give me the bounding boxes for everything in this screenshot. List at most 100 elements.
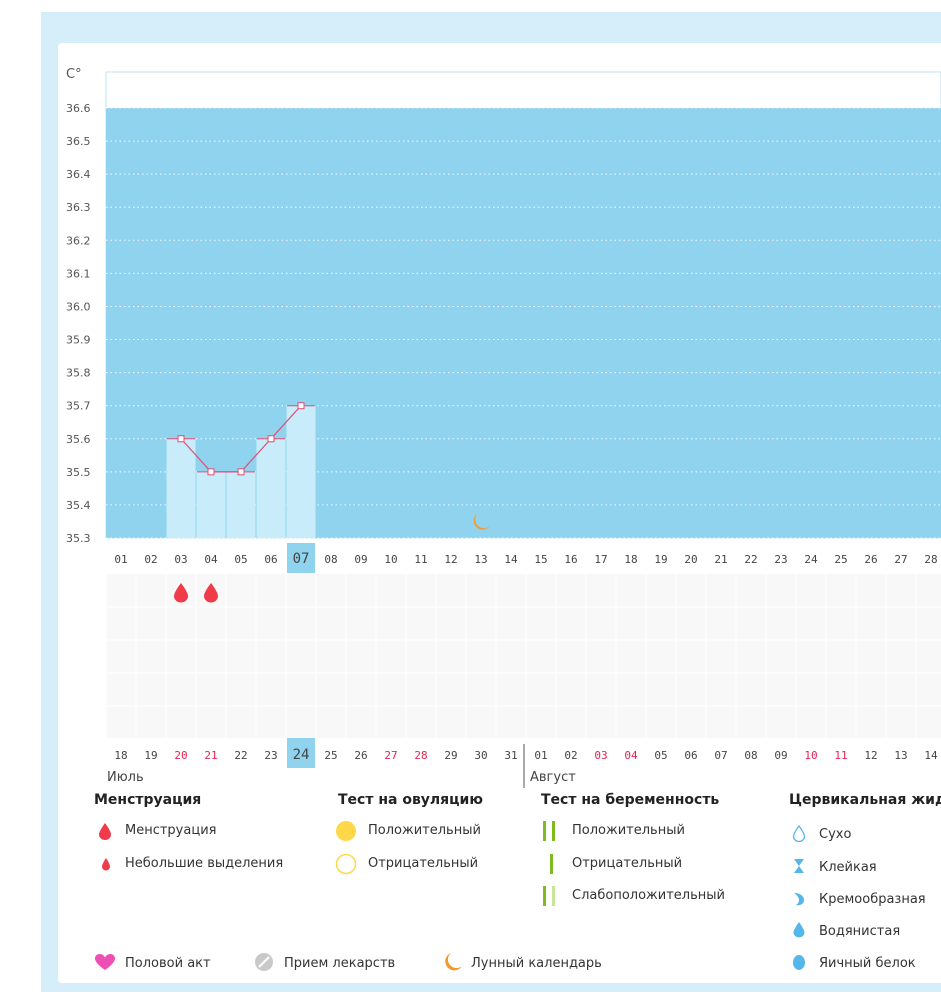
y-tick-label: 36.0 — [66, 300, 91, 313]
month-label: Июль — [107, 770, 144, 785]
cycle-day-label: 28 — [924, 553, 937, 566]
cycle-day-label: 19 — [654, 553, 667, 566]
pill-icon — [255, 953, 273, 971]
plot-fill — [106, 108, 941, 538]
cycle-day-label: 27 — [894, 553, 907, 566]
cycle-day-label: 06 — [264, 553, 277, 566]
cycle-day-label: 23 — [774, 553, 787, 566]
symptom-grid — [106, 574, 941, 738]
calendar-date-label: 02 — [564, 749, 577, 762]
negative-ovulation-circle-icon — [335, 853, 357, 875]
temperature-bar — [226, 471, 256, 538]
y-tick-label: 35.5 — [66, 466, 91, 479]
calendar-date-label: 01 — [534, 749, 547, 762]
cycle-day-label: 25 — [834, 553, 847, 566]
calendar-date-label: 11 — [834, 749, 847, 762]
current-day-highlight — [287, 543, 315, 573]
legend-item-intercourse: Половой акт — [125, 956, 211, 971]
temperature-bar — [286, 405, 316, 538]
cycle-day-label: 08 — [324, 553, 337, 566]
calendar-date-label: 20 — [174, 749, 187, 762]
y-tick-label: 36.6 — [66, 102, 91, 115]
calendar-date-label: 14 — [924, 749, 938, 762]
cycle-day-label: 12 — [444, 553, 457, 566]
temperature-point — [237, 468, 245, 476]
cycle-day-label: 09 — [354, 553, 367, 566]
legend-title-cervical: Цервикальная жид — [789, 792, 941, 808]
positive-ovulation-circle-icon — [336, 821, 356, 841]
calendar-date-label: 09 — [774, 749, 787, 762]
legend-item-pregnancy-weak: Слабоположительный — [572, 888, 725, 903]
temperature-point — [267, 435, 275, 443]
y-tick-label: 35.3 — [66, 532, 91, 545]
light-spotting-drop-icon — [102, 858, 110, 871]
cycle-day-label: 05 — [234, 553, 247, 566]
y-tick-label: 36.4 — [66, 168, 91, 181]
heart-icon — [95, 954, 115, 970]
calendar-date-label: 05 — [654, 749, 667, 762]
cycle-day-label: 18 — [624, 553, 637, 566]
calendar-date-label: 30 — [474, 749, 487, 762]
cycle-day-label: 04 — [204, 553, 218, 566]
legend-item-dry: Сухо — [819, 827, 852, 842]
calendar-date-label: 06 — [684, 749, 697, 762]
legend-item-medication: Прием лекарств — [284, 956, 396, 971]
y-axis-unit-label: C° — [66, 67, 82, 82]
temperature-point — [297, 402, 305, 410]
calendar-date-label: 28 — [414, 749, 427, 762]
y-tick-label: 35.6 — [66, 433, 91, 446]
calendar-date-label: 03 — [594, 749, 607, 762]
y-tick-label: 35.4 — [66, 499, 91, 512]
cycle-day-label: 15 — [534, 553, 547, 566]
calendar-date-label: 24 — [293, 747, 310, 763]
legend-title-ovulation: Тест на овуляцию — [338, 792, 483, 808]
calendar-date-label: 12 — [864, 749, 877, 762]
cycle-day-label: 24 — [804, 553, 818, 566]
menstruation-drop-marker — [204, 583, 219, 603]
y-tick-label: 36.1 — [66, 267, 91, 280]
cycle-day-label: 26 — [864, 553, 877, 566]
egg-white-icon — [793, 955, 805, 970]
y-tick-label: 35.7 — [66, 400, 91, 413]
temperature-bar — [196, 471, 226, 538]
calendar-date-label: 31 — [504, 749, 517, 762]
calendar-date-label: 22 — [234, 749, 247, 762]
calendar-date-label: 07 — [714, 749, 727, 762]
calendar-date-label: 04 — [624, 749, 638, 762]
weak-positive-pregnancy-test-icon — [543, 886, 555, 906]
month-label: Август — [530, 770, 576, 785]
cycle-day-label: 02 — [144, 553, 157, 566]
calendar-date-label: 19 — [144, 749, 157, 762]
positive-pregnancy-test-icon — [543, 821, 555, 841]
watery-drop-icon — [793, 922, 805, 938]
calendar-date-label: 23 — [264, 749, 277, 762]
cycle-day-label: 16 — [564, 553, 577, 566]
temperature-bar — [166, 438, 196, 538]
cycle-day-label: 07 — [293, 551, 310, 567]
calendar-date-label: 29 — [444, 749, 457, 762]
legend-item-menstruation: Менструация — [125, 823, 217, 838]
y-tick-label: 36.3 — [66, 201, 91, 214]
cycle-day-label: 14 — [504, 553, 518, 566]
cycle-day-label: 10 — [384, 553, 397, 566]
legend-title-pregnancy: Тест на беременность — [541, 792, 720, 808]
legend-item-lunar: Лунный календарь — [471, 956, 602, 971]
menstruation-drop-marker — [174, 583, 188, 603]
y-tick-label: 35.9 — [66, 334, 91, 347]
calendar-date-label: 27 — [384, 749, 397, 762]
calendar-date-label: 25 — [324, 749, 337, 762]
calendar-date-label: 08 — [744, 749, 757, 762]
cycle-day-label: 17 — [594, 553, 607, 566]
temperature-point — [207, 468, 215, 476]
cycle-day-label: 11 — [414, 553, 427, 566]
calendar-date-label: 13 — [894, 749, 907, 762]
menstruation-drop-icon — [99, 823, 111, 840]
current-date-highlight — [287, 738, 315, 768]
y-tick-label: 35.8 — [66, 367, 91, 380]
legend-item-watery: Водянистая — [819, 924, 901, 939]
bbt-chart: C° 36.6 36.5 36.4 36.3 36.2 36.1 36.0 35.9 35.8 35… — [66, 67, 941, 788]
cycle-day-label: 03 — [174, 553, 187, 566]
legend-item-ovulation-negative: Отрицательный — [368, 856, 479, 871]
legend-item-spotting: Небольшие выделения — [125, 856, 284, 871]
legend-item-sticky: Клейкая — [819, 860, 877, 875]
